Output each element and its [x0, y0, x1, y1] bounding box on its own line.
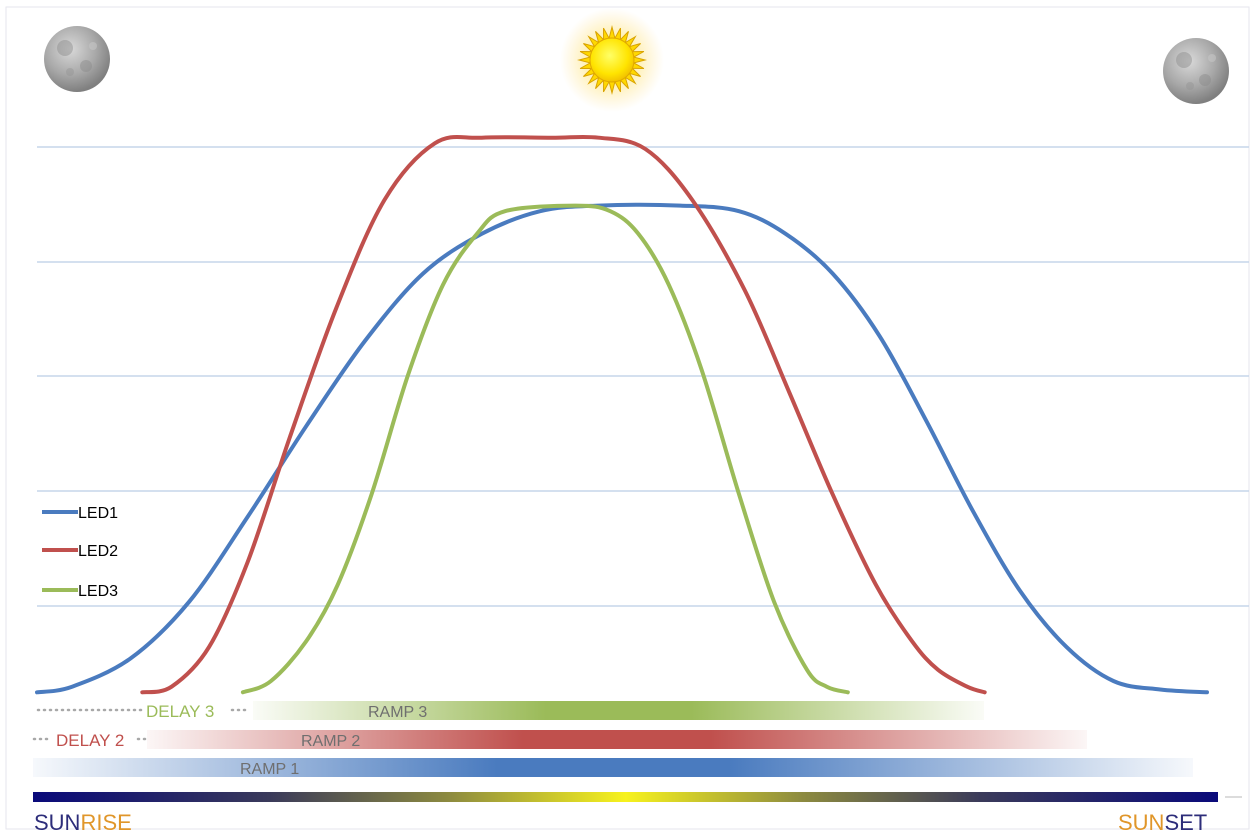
legend-item-led3: LED3 — [42, 583, 118, 600]
sunrise-label: SUNRISE — [34, 810, 132, 835]
sunset-prefix: SUN — [1118, 810, 1164, 835]
legend: LED1 LED2 LED3 — [42, 505, 118, 600]
delay-lines — [32, 708, 252, 741]
delay-3-label: DELAY 3 — [146, 702, 214, 721]
delay-2-label: DELAY 2 — [56, 731, 124, 750]
sun-icon — [560, 8, 664, 112]
chart-frame — [5, 6, 1250, 830]
ramp-3-label: RAMP 3 — [368, 704, 427, 721]
series-line-led2 — [140, 134, 987, 695]
sunset-label: SUNSET — [1118, 810, 1207, 835]
legend-item-led1: LED1 — [42, 505, 118, 522]
ramp-2-label: RAMP 2 — [301, 733, 360, 750]
gridlines — [37, 146, 1249, 607]
sunrise-prefix: SUN — [34, 810, 80, 835]
series-line-led3 — [240, 203, 850, 695]
ramp-bar-3 — [253, 701, 984, 720]
legend-label: LED2 — [78, 543, 118, 560]
daylight-bar — [33, 792, 1218, 802]
ramp-bar-1 — [33, 758, 1193, 777]
legend-label: LED3 — [78, 583, 118, 600]
series-lines — [35, 134, 1209, 695]
ramp-1-label: RAMP 1 — [240, 761, 299, 778]
ramp-bar-2 — [147, 730, 1087, 749]
series-line-led1 — [35, 202, 1209, 695]
legend-label: LED1 — [78, 505, 118, 522]
sunset-suffix: SET — [1164, 810, 1207, 835]
moon-icon — [1163, 38, 1229, 104]
legend-item-led2: LED2 — [42, 543, 118, 560]
moon-icon — [44, 26, 110, 92]
sunrise-suffix: RISE — [80, 810, 131, 835]
ramp-bars — [33, 701, 1193, 777]
